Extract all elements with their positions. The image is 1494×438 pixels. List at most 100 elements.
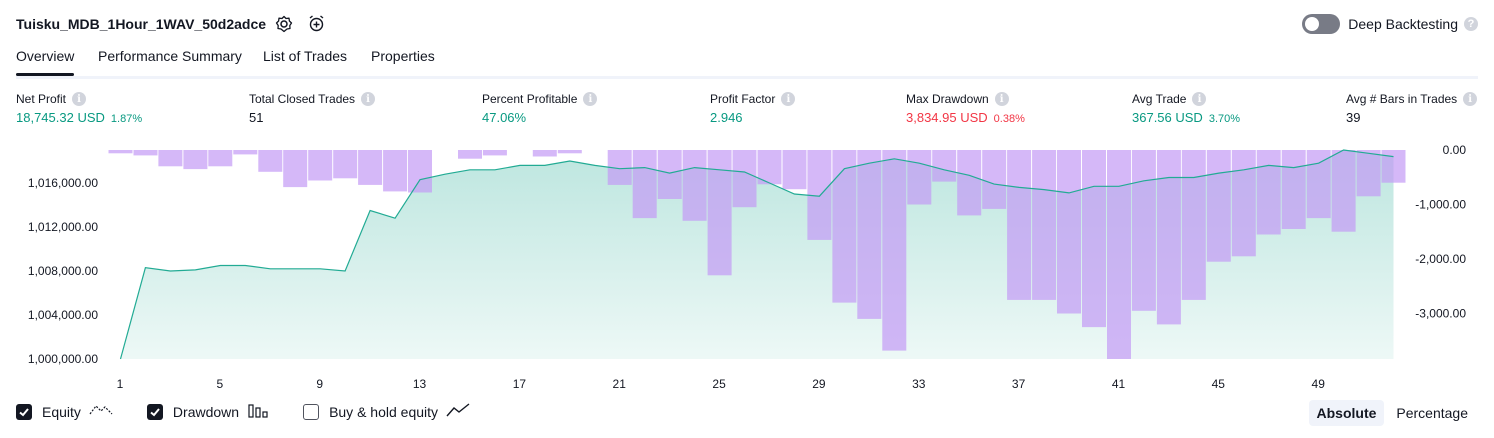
- stat-total-closed-trades: Total Closed Trades i 51: [249, 92, 376, 125]
- right-axis-tick-label: 0.00: [1443, 143, 1467, 157]
- stat-value: 39: [1346, 110, 1361, 125]
- stat-value: 367.56 USD: [1132, 110, 1203, 125]
- drawdown-bar: [1057, 150, 1081, 314]
- stat-avg-bars-in-trades: Avg # Bars in Trades i 39: [1346, 92, 1478, 125]
- drawdown-bar: [1181, 150, 1206, 300]
- tab-list-of-trades[interactable]: List of Trades: [263, 48, 348, 64]
- drawdown-bar: [133, 150, 158, 156]
- stat-label: Percent Profitable: [482, 92, 578, 106]
- stat-max-drawdown: Max Drawdown i 3,834.95 USD 0.38%: [906, 92, 1025, 125]
- tab-performance-summary[interactable]: Performance Summary: [98, 48, 242, 64]
- drawdown-bar: [283, 150, 308, 188]
- value-mode-switch: Absolute Percentage: [1305, 400, 1477, 426]
- help-icon[interactable]: ?: [1464, 17, 1478, 31]
- absolute-button[interactable]: Absolute: [1308, 400, 1385, 426]
- x-axis-tick-label: 1: [117, 377, 124, 391]
- drawdown-bar: [108, 150, 133, 154]
- info-icon[interactable]: i: [781, 92, 796, 106]
- info-icon[interactable]: i: [583, 92, 598, 106]
- equity-checkbox[interactable]: [16, 403, 32, 420]
- legend-equity[interactable]: Equity: [16, 402, 113, 421]
- drawdown-bar: [557, 150, 582, 154]
- drawdown-bar: [632, 150, 657, 219]
- stat-value: 3,834.95 USD: [906, 110, 988, 125]
- info-icon[interactable]: i: [994, 92, 1009, 106]
- legend-label: Drawdown: [172, 403, 240, 420]
- drawdown-bar: [1032, 150, 1057, 300]
- drawdown-bar: [308, 150, 333, 181]
- stat-percent: 3.70%: [1208, 113, 1241, 125]
- drawdown-bar: [183, 150, 208, 170]
- left-axis-tick-label: 1,012,000.00: [28, 220, 98, 234]
- x-axis-tick-label: 49: [1312, 377, 1326, 391]
- tab-properties[interactable]: Properties: [371, 48, 435, 64]
- line-chart-icon: [89, 402, 113, 421]
- x-axis-tick-label: 29: [812, 377, 826, 391]
- drawdown-bar: [657, 150, 682, 199]
- stat-percent-profitable: Percent Profitable i 47.06%: [482, 92, 598, 125]
- stat-profit-factor: Profit Factor i 2.946: [710, 92, 796, 125]
- drawdown-bar: [1306, 150, 1331, 219]
- stat-label: Total Closed Trades: [249, 92, 356, 106]
- drawdown-checkbox[interactable]: [146, 403, 163, 420]
- equity-line: [119, 149, 1394, 360]
- trend-line-icon: [446, 402, 470, 421]
- left-axis-tick-label: 1,008,000.00: [28, 264, 98, 278]
- tab-overview[interactable]: Overview: [16, 48, 75, 76]
- deep-backtesting-control: Deep Backtesting ?: [1302, 14, 1478, 34]
- x-axis-tick-label: 33: [912, 377, 926, 391]
- drawdown-bar: [1107, 150, 1131, 359]
- drawdown-bar: [782, 150, 807, 190]
- legend-buy-hold-equity[interactable]: Buy & hold equity: [303, 402, 470, 421]
- drawdown-bar: [1206, 150, 1231, 262]
- add-alert-icon[interactable]: [307, 14, 327, 34]
- drawdown-bar: [907, 150, 932, 205]
- info-icon[interactable]: i: [1463, 92, 1478, 106]
- drawdown-bar: [1256, 150, 1281, 235]
- tab-bar: Overview Performance Summary List of Tra…: [16, 44, 1478, 79]
- drawdown-bar: [1331, 150, 1356, 232]
- x-axis-tick-label: 25: [712, 377, 726, 391]
- x-axis-tick-label: 9: [316, 377, 323, 391]
- stat-avg-trade: Avg Trade i 367.56 USD 3.70%: [1132, 92, 1240, 125]
- x-axis-tick-label: 41: [1112, 377, 1126, 391]
- drawdown-bar: [857, 150, 882, 319]
- drawdown-bar: [1131, 150, 1156, 311]
- percentage-button[interactable]: Percentage: [1396, 405, 1468, 421]
- right-axis-tick-label: -1,000.00: [1415, 198, 1466, 212]
- drawdown-bar: [682, 150, 707, 221]
- drawdown-bar: [158, 150, 183, 167]
- x-axis-tick-label: 37: [1012, 377, 1026, 391]
- drawdown-bar: [1082, 150, 1106, 328]
- drawdown-bar: [932, 150, 957, 182]
- stats-row: Net Profit i 18,745.32 USD 1.87% Total Clo…: [0, 92, 1494, 132]
- x-axis-tick-label: 17: [513, 377, 527, 391]
- drawdown-bar: [258, 150, 283, 172]
- buy-hold-checkbox[interactable]: [303, 403, 320, 420]
- x-axis-tick-label: 13: [413, 377, 427, 391]
- deep-backtesting-toggle[interactable]: [1302, 14, 1341, 34]
- drawdown-bar: [333, 150, 358, 179]
- chart-legend: Equity Drawdown Buy & hold equity: [16, 402, 504, 421]
- drawdown-bar: [757, 150, 782, 185]
- equity-drawdown-chart[interactable]: 1,016,000.00 1,012,000.00 1,008,000.00 1,00…: [0, 140, 1494, 395]
- strategy-header: Tuisku_MDB_1Hour_1WAV_50d2adce Deep Back…: [16, 12, 1478, 36]
- stat-label: Max Drawdown: [906, 92, 989, 106]
- info-icon[interactable]: i: [72, 92, 87, 106]
- settings-icon[interactable]: [274, 14, 294, 34]
- drawdown-bar: [383, 150, 408, 192]
- stat-label: Profit Factor: [710, 92, 776, 106]
- info-icon[interactable]: i: [1192, 92, 1207, 106]
- left-axis-tick-label: 1,000,000.00: [28, 352, 98, 366]
- x-axis-tick-label: 5: [216, 377, 223, 391]
- drawdown-bar: [1231, 150, 1256, 257]
- info-icon[interactable]: i: [361, 92, 376, 106]
- drawdown-bar: [832, 150, 857, 303]
- legend-label: Buy & hold equity: [329, 403, 439, 420]
- legend-drawdown[interactable]: Drawdown: [146, 402, 269, 421]
- right-axis-tick-label: -3,000.00: [1415, 307, 1466, 321]
- drawdown-bar: [458, 150, 482, 159]
- stat-value: 18,745.32 USD: [16, 110, 105, 125]
- drawdown-bar: [208, 150, 233, 167]
- stat-label: Avg # Bars in Trades: [1346, 92, 1458, 106]
